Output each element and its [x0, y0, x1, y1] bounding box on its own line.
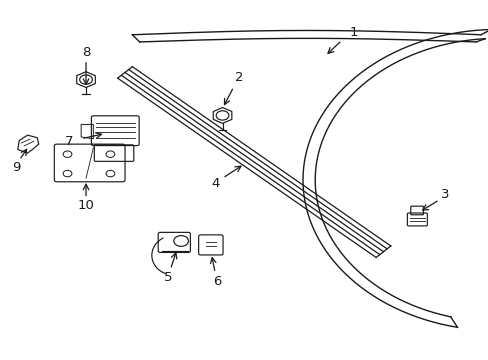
Text: 10: 10 — [78, 199, 94, 212]
Text: 1: 1 — [349, 27, 358, 40]
Text: 8: 8 — [81, 46, 90, 59]
Text: 9: 9 — [13, 161, 21, 174]
Text: 7: 7 — [64, 135, 73, 148]
Text: 6: 6 — [213, 275, 222, 288]
Text: 3: 3 — [440, 188, 449, 201]
Text: 4: 4 — [211, 177, 219, 190]
Text: 2: 2 — [235, 71, 244, 84]
Text: 5: 5 — [163, 271, 172, 284]
